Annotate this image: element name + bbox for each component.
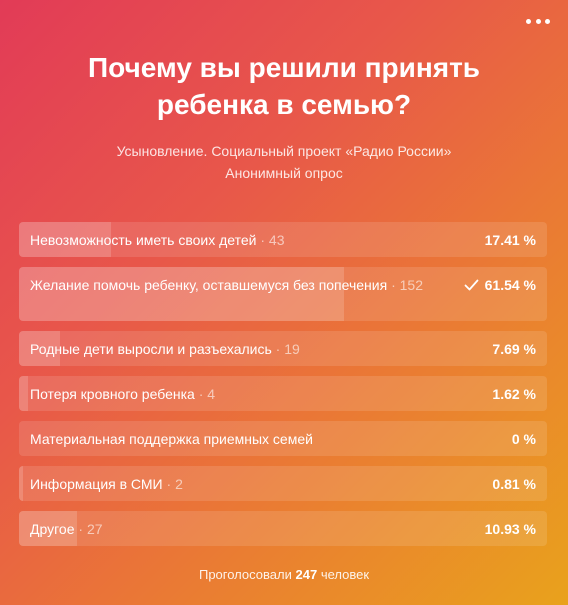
poll-footer: Проголосовали 247 человек: [0, 567, 568, 582]
option-label: Материальная поддержка приемных семей: [30, 431, 313, 447]
option-count-value: 19: [284, 341, 300, 357]
option-count-value: 27: [86, 521, 103, 537]
poll-subtitle: Усыновление. Социальный проект «Радио Ро…: [0, 140, 568, 184]
option-count: · 4: [198, 386, 216, 402]
option-label: Родные дети выросли и разъехались: [30, 341, 272, 357]
option-percent: 61.54 %: [484, 277, 536, 293]
option-label: Другое: [30, 521, 75, 537]
option-count-value: 152: [399, 277, 423, 293]
option-fill-bar: [19, 376, 28, 411]
option-percent: 0 %: [511, 431, 536, 447]
poll-option[interactable]: Информация в СМИ · 2 0.81 %: [19, 466, 547, 501]
poll-option[interactable]: Желание помочь ребенку, оставшемуся без …: [19, 267, 547, 321]
menu-dot: [545, 18, 550, 24]
option-fill-bar: [19, 466, 24, 501]
option-count: · 19: [275, 341, 300, 357]
option-label: Невозможность иметь своих детей: [30, 232, 257, 248]
option-label: Желание помочь ребенку, оставшемуся без …: [30, 277, 388, 293]
option-fill-bar: [19, 267, 344, 321]
poll-option[interactable]: Другое · 27 10.93 %: [19, 511, 547, 546]
option-count: · 152: [391, 277, 423, 293]
poll-subtitle-line2: Анонимный опрос: [225, 165, 343, 181]
option-fill-bar: [19, 511, 77, 546]
option-percent: 10.93 %: [484, 521, 536, 537]
poll-option[interactable]: Невозможность иметь своих детей · 43 17.…: [19, 222, 547, 257]
option-count: · 2: [166, 476, 183, 492]
option-percent: 7.69 %: [492, 341, 536, 357]
option-fill-bar: [19, 331, 60, 366]
option-count-value: 43: [268, 232, 285, 248]
menu-dot: [526, 18, 531, 24]
total-votes: 247: [295, 567, 318, 582]
option-fill-bar: [19, 222, 111, 257]
option-label: Информация в СМИ: [30, 476, 163, 492]
option-percent: 0.81 %: [492, 476, 536, 492]
option-count-value: 4: [207, 386, 216, 402]
option-percent: 1.62 %: [492, 386, 536, 402]
menu-dot: [535, 18, 541, 24]
option-count-value: 2: [175, 476, 183, 492]
option-percent: 17.41 %: [484, 232, 536, 248]
poll-option[interactable]: Потеря кровного ребенка · 4 1.62 %: [19, 376, 547, 411]
footer-suffix: человек: [320, 567, 370, 582]
poll-option[interactable]: Родные дети выросли и разъехались · 19 7…: [19, 331, 547, 366]
poll-title: Почему вы решили принять ребенка в семью…: [88, 52, 480, 120]
poll-subtitle-line1: Усыновление. Социальный проект «Радио Ро…: [116, 143, 452, 159]
poll-option[interactable]: Материальная поддержка приемных семей 0 …: [19, 421, 547, 456]
poll-options: Невозможность иметь своих детей · 43 17.…: [19, 222, 547, 556]
more-horizontal-icon[interactable]: [526, 12, 550, 30]
option-count: · 43: [260, 232, 285, 248]
footer-prefix: Проголосовали: [198, 567, 292, 582]
option-label: Потеря кровного ребенка: [30, 386, 195, 402]
option-count: · 27: [78, 521, 103, 537]
check-icon: [464, 279, 479, 291]
